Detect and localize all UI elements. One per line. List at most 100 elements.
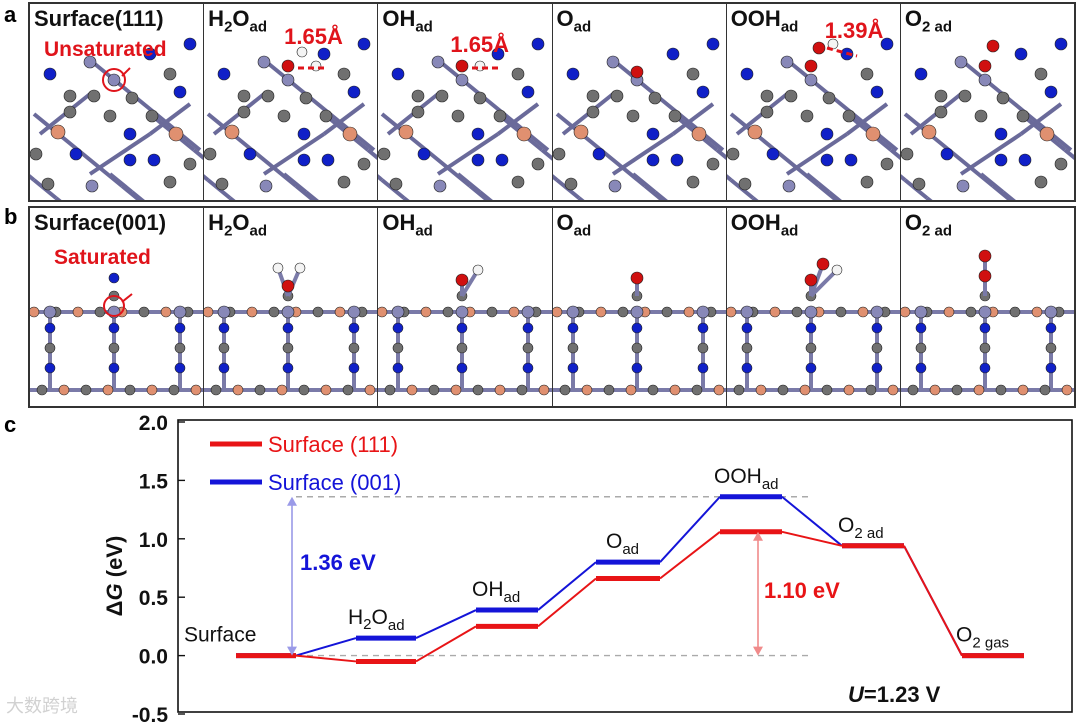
atom [800, 109, 813, 123]
panel-title: OOHad [730, 210, 799, 240]
atom [63, 89, 77, 103]
atom [871, 362, 882, 374]
atom [532, 37, 545, 51]
atom [835, 306, 846, 318]
atom [103, 109, 117, 123]
step-label-main: O [956, 624, 972, 647]
atom [496, 153, 509, 167]
atom [392, 305, 405, 319]
atom [755, 384, 766, 396]
atom [509, 306, 520, 318]
structure-image [204, 262, 378, 396]
atom [760, 89, 773, 103]
atom [58, 384, 70, 396]
atom [934, 89, 948, 103]
energy-connector [659, 496, 721, 563]
bond [192, 148, 204, 161]
atom [246, 306, 258, 318]
atom [102, 384, 114, 396]
atom [741, 322, 752, 334]
atom [831, 264, 842, 276]
bond [204, 174, 210, 182]
atom [978, 305, 992, 319]
atom [573, 124, 588, 140]
atom [257, 55, 271, 69]
atom [820, 153, 833, 167]
bond [726, 174, 732, 182]
structure-image [726, 257, 900, 396]
bond [304, 190, 320, 200]
structure-image [204, 37, 378, 200]
atom [567, 322, 578, 334]
atom [436, 89, 449, 103]
atom [978, 269, 992, 283]
structure-image [552, 271, 726, 396]
atom [978, 73, 992, 87]
bond [88, 132, 152, 176]
atom [822, 91, 835, 105]
atom [123, 127, 137, 141]
atom [412, 89, 425, 103]
atom [552, 306, 562, 318]
panel-a-o: Oad [552, 4, 727, 200]
step-label-sub: ad [388, 617, 405, 634]
atom [1034, 175, 1048, 189]
panel-b-h2o: H2Oad [204, 208, 379, 406]
atom [385, 384, 396, 396]
atom [741, 362, 752, 374]
y-axis-label-delta: Δ [102, 601, 127, 617]
atom [457, 362, 468, 374]
atom [647, 384, 658, 396]
atom [337, 175, 351, 189]
atom [174, 362, 186, 374]
atom [451, 384, 462, 396]
atom [552, 147, 565, 161]
bond [979, 172, 1005, 194]
atom [696, 305, 709, 319]
atom [296, 46, 308, 58]
bond [900, 174, 907, 182]
atom [348, 342, 360, 354]
step-label: OOHad [714, 465, 779, 493]
bond [785, 132, 848, 176]
atom [173, 305, 187, 319]
potential-label: U=1.23 V [848, 682, 941, 707]
bond-distance: 1.65Å [284, 24, 343, 49]
y-tick-label: 1.0 [139, 529, 168, 552]
atom [900, 306, 911, 318]
atom [994, 153, 1008, 167]
atom [666, 47, 679, 61]
atom [958, 89, 972, 103]
atom [606, 55, 619, 69]
atom [799, 384, 810, 396]
atom [145, 109, 159, 123]
bond [54, 196, 62, 200]
atom [43, 67, 57, 81]
atom [780, 55, 793, 69]
panel-title: Oad [556, 6, 592, 36]
atom [860, 67, 873, 81]
atom [407, 384, 418, 396]
atom [1045, 362, 1057, 374]
bond [959, 132, 1022, 176]
atom [804, 73, 817, 87]
atom [474, 91, 487, 105]
atom [393, 322, 404, 334]
atom [393, 362, 404, 374]
bond [366, 148, 378, 161]
bond [497, 102, 540, 136]
atom [281, 73, 295, 87]
atom [954, 55, 968, 69]
atom [297, 127, 311, 141]
step-label: H2Oad [348, 606, 405, 634]
bond [653, 190, 668, 200]
step-label: O2 gas [956, 624, 1009, 652]
atom [357, 157, 371, 171]
bond [577, 196, 585, 200]
highlight-arrow [121, 293, 133, 303]
atom [218, 362, 230, 374]
atom [268, 306, 280, 318]
atom [608, 179, 621, 193]
atom [857, 306, 868, 318]
atom [276, 384, 288, 396]
